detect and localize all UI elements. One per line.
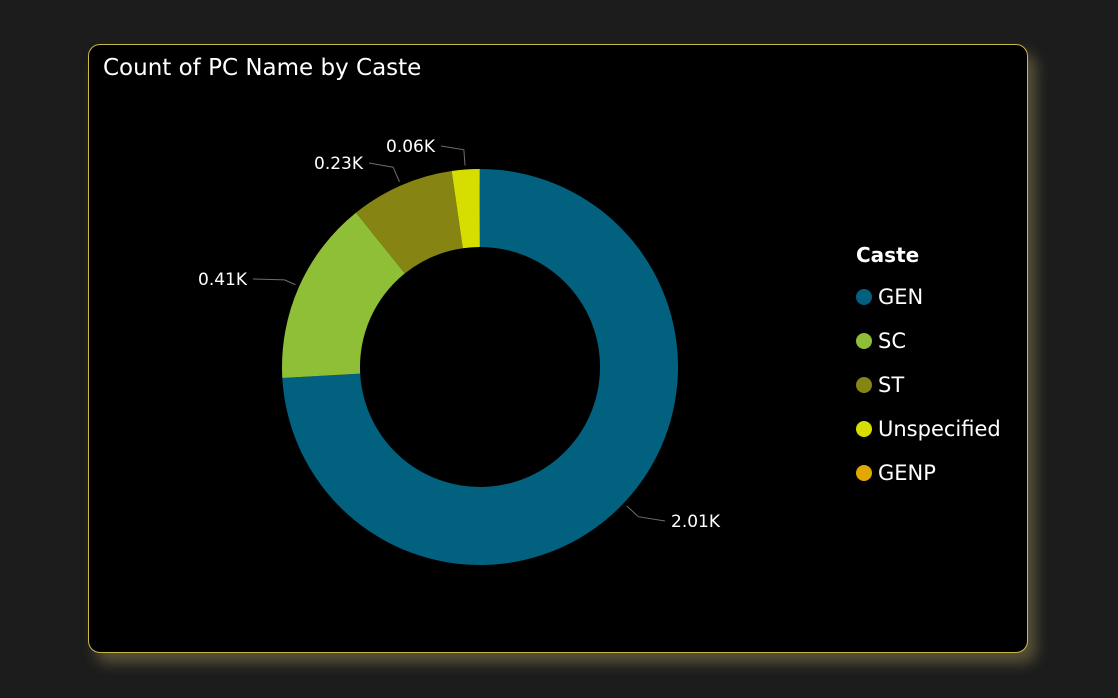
legend-marker-icon bbox=[856, 333, 872, 349]
chart-title: Count of PC Name by Caste bbox=[103, 55, 422, 81]
slice-genp[interactable] bbox=[479, 169, 480, 248]
slice-st[interactable] bbox=[356, 171, 463, 274]
legend-marker-icon bbox=[856, 377, 872, 393]
data-label-st: 0.23K bbox=[314, 154, 364, 174]
slice-unspecified[interactable] bbox=[451, 169, 480, 249]
legend-title: Caste bbox=[856, 243, 920, 267]
legend-item-genp[interactable]: GENP bbox=[856, 451, 1001, 495]
legend-label: GENP bbox=[878, 461, 936, 485]
legend-label: GEN bbox=[878, 285, 924, 309]
leader-line-unspecified bbox=[440, 145, 466, 166]
leader-line-gen bbox=[626, 505, 666, 522]
legend-marker-icon bbox=[856, 289, 872, 305]
legend-item-sc[interactable]: SC bbox=[856, 319, 1001, 363]
legend-label: ST bbox=[878, 373, 905, 397]
chart-card: Count of PC Name by Caste 2.01K 0.41K 0.23… bbox=[88, 44, 1028, 653]
data-label-unspecified: 0.06K bbox=[386, 137, 436, 157]
legend-marker-icon bbox=[856, 421, 872, 437]
data-label-sc: 0.41K bbox=[198, 270, 248, 290]
data-label-gen: 2.01K bbox=[671, 512, 721, 532]
legend-marker-icon bbox=[856, 465, 872, 481]
slice-gen[interactable] bbox=[282, 169, 678, 565]
legend-item-st[interactable]: ST bbox=[856, 363, 1001, 407]
legend-item-gen[interactable]: GEN bbox=[856, 275, 1001, 319]
legend: Caste GEN SC ST Unspecified GENP bbox=[856, 243, 1001, 495]
legend-item-unspecified[interactable]: Unspecified bbox=[856, 407, 1001, 451]
leader-line-st bbox=[368, 162, 400, 182]
leader-line-sc bbox=[252, 278, 296, 286]
legend-label: SC bbox=[878, 329, 906, 353]
legend-label: Unspecified bbox=[878, 417, 1001, 441]
donut-chart: 2.01K 0.41K 0.23K 0.06K bbox=[198, 137, 721, 565]
slice-sc[interactable] bbox=[282, 212, 405, 379]
